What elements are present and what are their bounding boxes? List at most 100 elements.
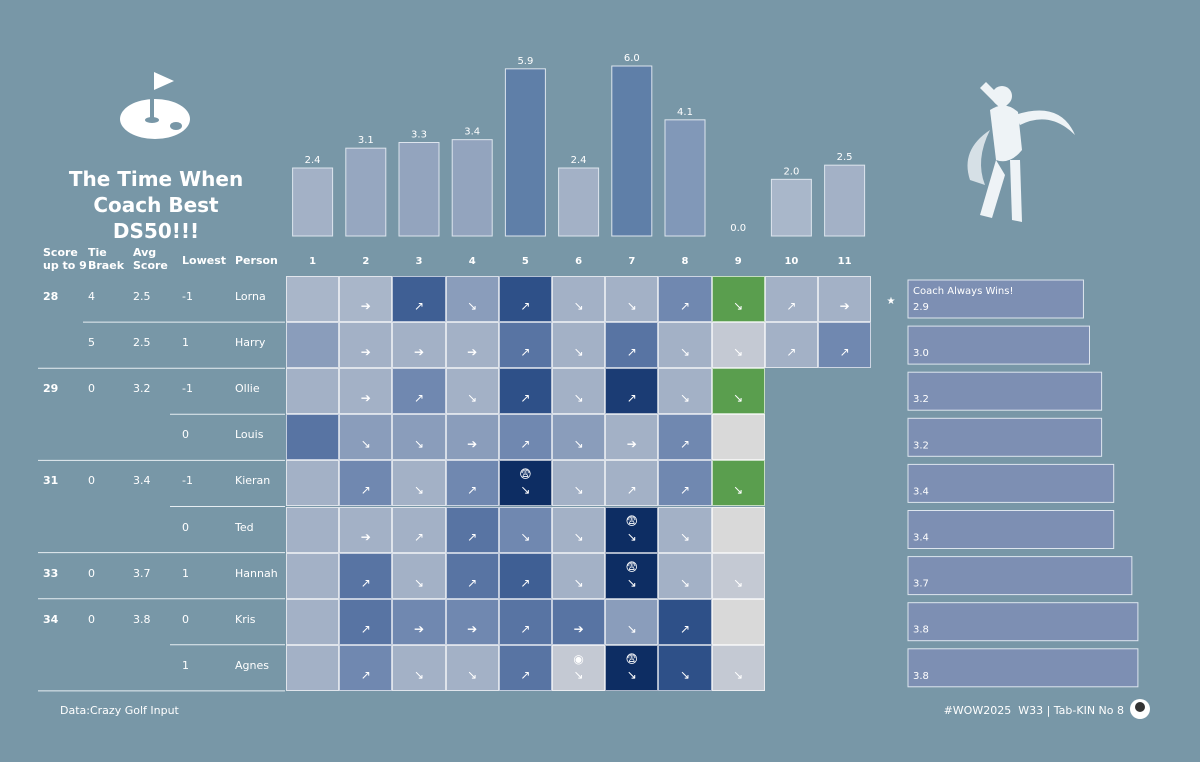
heatmap-cell: ↗ [818, 322, 872, 369]
heatmap-cell: ↗ [392, 276, 446, 323]
table-cell: -1 [182, 290, 193, 303]
table-cell: 2.5 [133, 336, 151, 350]
heatmap-cell: ↘ [711, 276, 765, 323]
table-cell: Agnes [235, 658, 269, 672]
marker: ★ [887, 296, 896, 307]
table-cell: 0 [88, 566, 95, 580]
bar [907, 602, 1139, 642]
heatmap-cell: ↗ [339, 644, 393, 691]
heatmap-cell: ➔ [339, 368, 393, 415]
heatmap-cell: ↘ [392, 644, 446, 691]
heatmap-cell: ↗ [764, 276, 818, 323]
heatmap-cell: ↘ [552, 368, 606, 415]
table-cell: Louis [235, 428, 264, 442]
heatmap-cell: ↗ [445, 552, 499, 599]
column-header: 2 [362, 256, 369, 267]
heatmap-cell [286, 276, 340, 323]
table-cell: Ted [235, 520, 254, 534]
heatmap-cell: ↗ [498, 414, 552, 461]
heatmap-cell: ↘ [445, 276, 499, 323]
bar-label: 2.4 [305, 155, 321, 166]
bar [770, 178, 812, 237]
heatmap-cell: 😨 ↘ [605, 506, 659, 553]
table-cell: -1 [182, 382, 193, 396]
table-cell: Ollie [235, 382, 260, 396]
heatmap-cell: ↘ [711, 552, 765, 599]
heatmap-cell: ↗ [392, 506, 446, 553]
heatmap-cell: ➔ [552, 598, 606, 645]
table-header: Avg Score [133, 246, 168, 272]
heatmap-cell: ↗ [658, 460, 712, 507]
heatmap-cell [286, 506, 340, 553]
heatmap-cell: ↗ [339, 598, 393, 645]
heatmap-cell: ↘ [445, 644, 499, 691]
heatmap-cell: ↘ [339, 414, 393, 461]
table-cell: 0 [182, 428, 189, 442]
heatmap-cell: ↘ [711, 644, 765, 691]
table-header: Tie Braek [88, 246, 125, 272]
heatmap-cell: ↘ [711, 322, 765, 369]
heatmap-cell: ➔ [445, 322, 499, 369]
heatmap-cell: ↗ [764, 322, 818, 369]
heatmap-cell: ↘ [658, 552, 712, 599]
heatmap-cell: ➔ [339, 506, 393, 553]
bar [907, 556, 1133, 596]
heatmap-cell: ↗ [498, 368, 552, 415]
heatmap-cell: ↗ [392, 368, 446, 415]
heatmap-cell: ↘ [552, 276, 606, 323]
heatmap-cell [711, 506, 765, 553]
heatmap-cell: ↗ [498, 322, 552, 369]
bar-label: 3.0 [913, 348, 929, 359]
heatmap-cell: ↘ [552, 414, 606, 461]
heatmap-cell: ➔ [339, 322, 393, 369]
heatmap-cell: ↘ [498, 506, 552, 553]
bar-label: 4.1 [677, 107, 693, 118]
heatmap-cell: ↗ [445, 506, 499, 553]
bar-label: 3.4 [464, 127, 480, 138]
bar [907, 417, 1103, 457]
bar-label: 5.9 [517, 56, 533, 67]
score-cell: 31 [43, 474, 59, 488]
table-cell: 0 [182, 612, 189, 626]
heatmap-cell: ↗ [605, 322, 659, 369]
table-cell: 4 [88, 290, 95, 303]
bar-label: 3.8 [913, 625, 929, 636]
bar [504, 68, 546, 237]
heatmap-cell: ↗ [658, 414, 712, 461]
heatmap-cell: ↘ [658, 322, 712, 369]
heatmap-cell: ↗ [339, 460, 393, 507]
bar-label: 6.0 [624, 53, 640, 64]
column-header: 3 [416, 256, 423, 267]
heatmap-cell: ↗ [498, 598, 552, 645]
bar-label: 2.4 [571, 155, 587, 166]
bar [451, 139, 493, 237]
heatmap-cell: ↘ [445, 368, 499, 415]
column-header: 11 [838, 256, 852, 267]
column-header: 10 [784, 256, 798, 267]
heatmap-cell: ↘ [552, 322, 606, 369]
heatmap-cell: ➔ [445, 598, 499, 645]
heatmap-cell: ➔ [605, 414, 659, 461]
heatmap-cell: ↘ [552, 506, 606, 553]
table-cell: 3.7 [133, 566, 151, 580]
table-header: Lowest [182, 254, 226, 267]
heatmap-cell: ➔ [818, 276, 872, 323]
heatmap-cell: ↘ [711, 368, 765, 415]
table-cell: 0 [88, 382, 95, 396]
heatmap-cell: 😨 ↘ [498, 460, 552, 507]
bar [907, 648, 1139, 688]
column-header: 5 [522, 256, 529, 267]
bar [611, 65, 653, 237]
heatmap-cell: ↘ [711, 460, 765, 507]
heatmap-cell: ↗ [605, 460, 659, 507]
heatmap-cell [286, 414, 340, 461]
table-cell: Lorna [235, 290, 266, 303]
heatmap-cell: ↘ [392, 414, 446, 461]
bar [824, 164, 866, 237]
table-cell: 0 [88, 612, 95, 626]
table-cell: 3.2 [133, 382, 151, 396]
annotation: Coach Always Wins! [913, 286, 1013, 297]
bar-label: 3.2 [913, 394, 929, 405]
heatmap-cell: ↘ [658, 506, 712, 553]
